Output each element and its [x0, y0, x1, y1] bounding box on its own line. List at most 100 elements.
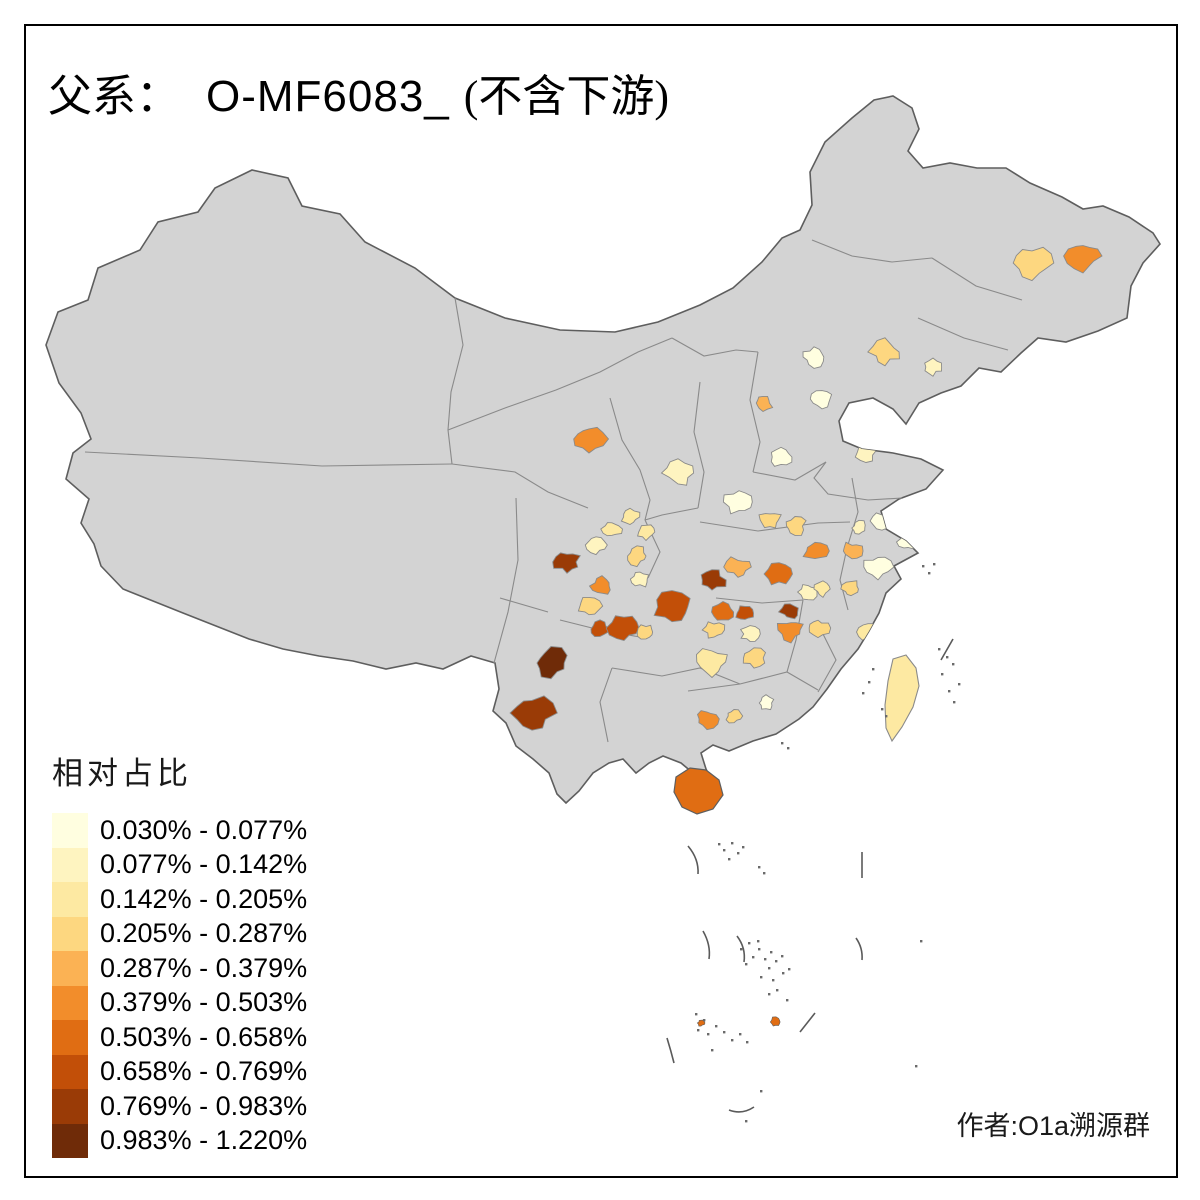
prefecture-region: [802, 346, 825, 369]
dash-line-segment: [799, 1012, 816, 1033]
island-speck: [953, 701, 956, 704]
dash-line-segment: [736, 935, 746, 963]
island-speck: [948, 690, 951, 693]
prefecture-region: [777, 603, 799, 620]
legend-bin-label: 0.503% - 0.658%: [100, 1021, 308, 1052]
dash-line-segment: [728, 1106, 755, 1113]
island-speck: [872, 668, 875, 671]
island-speck: [786, 999, 789, 1002]
province-border: [451, 463, 589, 509]
legend-row: 0.077% - 0.142%: [52, 847, 308, 882]
island-speck: [758, 866, 761, 869]
prefecture-region: [840, 580, 859, 597]
island-speck: [938, 648, 941, 651]
legend-color-swatch: [52, 916, 88, 951]
prefecture-region: [796, 584, 818, 601]
dash-line-segment: [855, 937, 863, 961]
legend-color-swatch: [52, 813, 88, 848]
prefecture-region: [584, 536, 608, 556]
prefecture-region: [637, 524, 656, 542]
legend: 相对占比 0.030% - 0.077% 0.077% - 0.142% 0.142…: [52, 748, 307, 1158]
legend-bin-label: 0.030% - 0.077%: [100, 814, 308, 845]
prefecture-region: [600, 522, 623, 537]
prefecture-region: [735, 605, 754, 620]
legend-bin-label: 0.983% - 1.220%: [100, 1125, 308, 1156]
dash-line-segment: [687, 845, 699, 875]
island-speck: [928, 572, 931, 575]
prefecture-region: [808, 619, 832, 639]
prefecture-region: [924, 357, 943, 377]
legend-bin-label: 0.142% - 0.205%: [100, 883, 308, 914]
province-border: [931, 257, 1023, 301]
dash-line-segment: [940, 638, 954, 661]
legend-color-swatch: [52, 1123, 88, 1158]
province-border: [917, 317, 1009, 351]
island-speck: [920, 940, 923, 943]
prefecture-region: [742, 647, 767, 669]
prefecture-region: [573, 426, 610, 454]
island-speck: [915, 1065, 918, 1068]
island-speck: [742, 846, 745, 849]
island-speck: [731, 842, 734, 845]
island-speck: [731, 1039, 734, 1042]
legend-row: 0.503% - 0.658%: [52, 1020, 307, 1055]
island-speck: [782, 972, 785, 975]
legend-row: 0.030% - 0.077%: [52, 813, 307, 848]
prefecture-region: [627, 545, 647, 568]
china-mainland-outline: [45, 95, 1162, 805]
province-border: [499, 597, 549, 613]
island-speck: [885, 715, 888, 718]
province-border: [715, 597, 804, 604]
dash-line-segment: [666, 1037, 675, 1064]
prefecture-region: [636, 624, 654, 640]
legend-bin-label: 0.379% - 0.503%: [100, 987, 308, 1018]
island-speck: [745, 1120, 748, 1123]
legend-row: 0.983% - 1.220%: [52, 1123, 308, 1158]
island-speck: [763, 872, 766, 875]
island-speck: [745, 963, 748, 966]
prefecture-region: [725, 709, 744, 724]
small-islands: [695, 563, 961, 1123]
prefecture-region: [1012, 246, 1055, 282]
sansha-island: [769, 1016, 781, 1027]
legend-color-swatch: [52, 951, 88, 986]
island-speck: [776, 989, 779, 992]
legend-row: 0.142% - 0.205%: [52, 882, 307, 917]
province-border: [811, 239, 933, 263]
prefecture-region: [1063, 245, 1103, 274]
province-border: [687, 671, 819, 692]
island-speck: [768, 967, 771, 970]
island-speck: [740, 948, 743, 951]
island-speck: [922, 565, 925, 568]
prefecture-region: [509, 695, 558, 731]
island-speck: [752, 956, 755, 959]
island-speck: [781, 742, 784, 745]
prefecture-region: [653, 590, 691, 623]
province-border: [611, 667, 741, 685]
title-prefix: 父系：: [48, 72, 180, 121]
south-china-sea-colored-islands: [696, 1016, 781, 1027]
island-speck: [770, 951, 773, 954]
island-speck: [775, 960, 778, 963]
prefecture-region: [813, 580, 831, 598]
island-speck: [764, 958, 767, 961]
prefecture-region: [629, 571, 650, 588]
prefecture-region: [722, 490, 753, 515]
province-border: [846, 477, 859, 549]
legend-color-swatch: [52, 985, 88, 1020]
prefecture-region: [577, 596, 604, 616]
legend-bin-label: 0.077% - 0.142%: [100, 849, 308, 880]
island-speck: [728, 858, 731, 861]
prefecture-region: [552, 552, 581, 574]
island-speck: [748, 942, 751, 945]
prefecture-region: [739, 625, 761, 642]
prefecture-region: [758, 513, 782, 529]
island-speck: [737, 852, 740, 855]
province-border: [609, 397, 651, 521]
island-speck: [723, 1031, 726, 1034]
nine-dash-line: [666, 638, 954, 1113]
province-border: [813, 461, 903, 501]
province-border: [786, 599, 804, 673]
prefecture-region: [700, 569, 727, 591]
legend-color-swatch: [52, 847, 88, 882]
